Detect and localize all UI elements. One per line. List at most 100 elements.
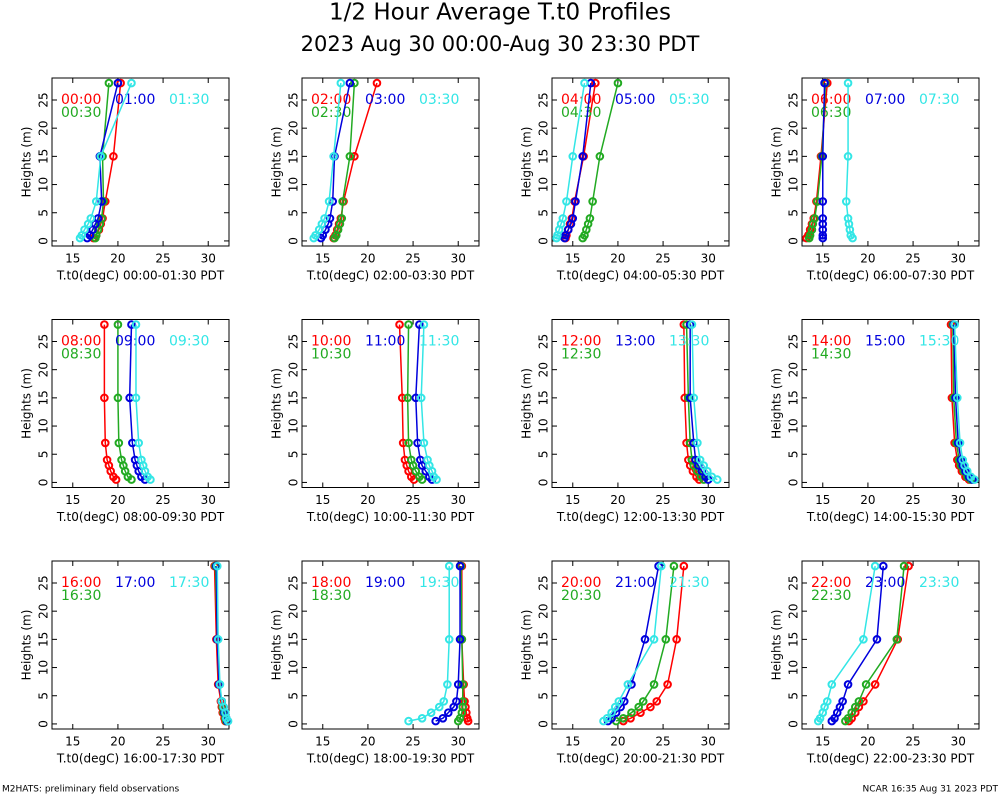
x-tick-label: 15 (315, 493, 330, 507)
profile-point (607, 708, 616, 717)
y-tick-label: 5 (537, 692, 551, 700)
profile-point (687, 320, 697, 329)
x-tick-label: 30 (201, 252, 216, 266)
y-axis-label: Heights (m) (20, 610, 34, 681)
x-tick-label: 30 (451, 493, 466, 507)
y-tick-label: 15 (37, 632, 51, 647)
profile-point (661, 635, 671, 644)
y-axis-label: Heights (m) (520, 610, 534, 681)
x-tick-label: 15 (65, 252, 80, 266)
panel: 15 20 25 30 0 5 10 15 20 25 T.t0(degC) 12:00-13:30… (520, 319, 730, 524)
y-tick-label: 0 (787, 237, 801, 245)
profile-point (966, 472, 976, 482)
legend-label: 21:00 (615, 575, 655, 591)
y-tick-label: 20 (787, 362, 801, 377)
legend-label: 07:00 (865, 92, 905, 108)
profile-point (215, 680, 225, 689)
profile-point (861, 680, 871, 689)
y-tick-label: 25 (37, 92, 51, 107)
profile-point (345, 152, 355, 161)
x-tick-label: 20 (360, 493, 375, 507)
profile-point (663, 680, 672, 689)
legend-label: 04:30 (561, 105, 601, 121)
y-tick-label: 10 (787, 660, 801, 675)
profile-point (562, 197, 571, 206)
y-tick-label: 20 (37, 604, 51, 619)
y-tick-label: 5 (787, 450, 801, 458)
plot-frame (301, 77, 480, 247)
x-tick-label: 20 (110, 252, 125, 266)
panel: 15 20 25 30 0 5 10 15 20 25 T.t0(degC) 08:00-09:30… (20, 319, 230, 524)
y-tick-label: 20 (537, 121, 551, 136)
y-tick-label: 15 (287, 149, 301, 164)
y-tick-label: 15 (537, 632, 551, 647)
y-tick-label: 20 (537, 604, 551, 619)
panel: 15 20 25 30 0 5 10 15 20 25 T.t0(degC) 06:00-07:30… (770, 77, 980, 283)
x-tick-label: 20 (860, 252, 875, 266)
x-axis-label: T.t0(degC) 10:00-11:30 PDT (306, 510, 475, 524)
legend-label: 07:30 (919, 92, 959, 108)
profile-point (619, 713, 628, 723)
profile-point (338, 197, 347, 206)
y-tick-label: 20 (287, 121, 301, 136)
profile-point (818, 152, 828, 161)
y-tick-label: 10 (537, 177, 551, 192)
x-tick-label: 25 (905, 252, 920, 266)
profile-point (850, 702, 860, 712)
y-tick-label: 0 (537, 237, 551, 245)
profile-point (372, 78, 382, 88)
profile-point (453, 680, 463, 689)
x-tick-label: 30 (451, 252, 466, 266)
profile-point (595, 152, 605, 161)
profile-point (707, 472, 717, 482)
y-tick-label: 25 (787, 92, 801, 107)
profile-point (97, 197, 106, 206)
y-tick-label: 15 (787, 390, 801, 405)
legend-label: 10:00 (311, 334, 351, 350)
x-tick-label: 25 (155, 252, 170, 266)
profile-point (131, 320, 141, 329)
profile-point (426, 708, 436, 717)
x-tick-label: 15 (565, 735, 580, 749)
y-tick-label: 25 (787, 334, 801, 349)
legend-label: 00:00 (61, 92, 101, 108)
profile-point (398, 438, 408, 448)
y-axis-label: Heights (m) (270, 368, 284, 439)
legend-label: 00:30 (61, 105, 101, 121)
profile-point (438, 713, 448, 723)
profile-point (899, 561, 909, 571)
legend-label: 13:00 (615, 334, 655, 350)
profile-point (870, 561, 880, 571)
x-axis-label: T.t0(degC) 18:00-19:30 PDT (306, 752, 475, 766)
legend-label: 15:30 (919, 334, 959, 350)
y-tick-label: 5 (37, 692, 51, 700)
x-axis-label: T.t0(degC) 20:00-21:30 PDT (556, 752, 725, 766)
profile-point (649, 635, 659, 644)
legend-label: 14:00 (811, 334, 851, 350)
profile-point (838, 697, 847, 706)
legend-label: 22:30 (811, 588, 851, 604)
legend-label: 01:30 (169, 92, 209, 108)
y-tick-label: 0 (37, 479, 51, 487)
y-axis-label: Heights (m) (20, 127, 34, 198)
plot-frame (801, 319, 980, 488)
x-tick-label: 30 (701, 493, 716, 507)
x-tick-label: 20 (360, 735, 375, 749)
profile-point (892, 635, 902, 644)
y-tick-label: 5 (787, 209, 801, 217)
profile-point (669, 561, 679, 571)
y-tick-label: 10 (537, 660, 551, 675)
y-tick-label: 15 (287, 390, 301, 405)
panel: 15 20 25 30 0 5 10 15 20 25 T.t0(degC) 02:00-03:30… (270, 77, 480, 283)
profile-point (320, 214, 329, 223)
profile-point (329, 152, 338, 161)
legend-label: 06:00 (811, 92, 851, 108)
x-axis-label: T.t0(degC) 22:00-23:30 PDT (806, 752, 975, 766)
y-tick-label: 10 (537, 418, 551, 433)
y-tick-label: 10 (37, 660, 51, 675)
legend-label: 17:00 (115, 575, 155, 591)
profile-point (634, 702, 643, 712)
legend-label: 18:00 (311, 575, 351, 591)
x-tick-label: 30 (951, 493, 966, 507)
